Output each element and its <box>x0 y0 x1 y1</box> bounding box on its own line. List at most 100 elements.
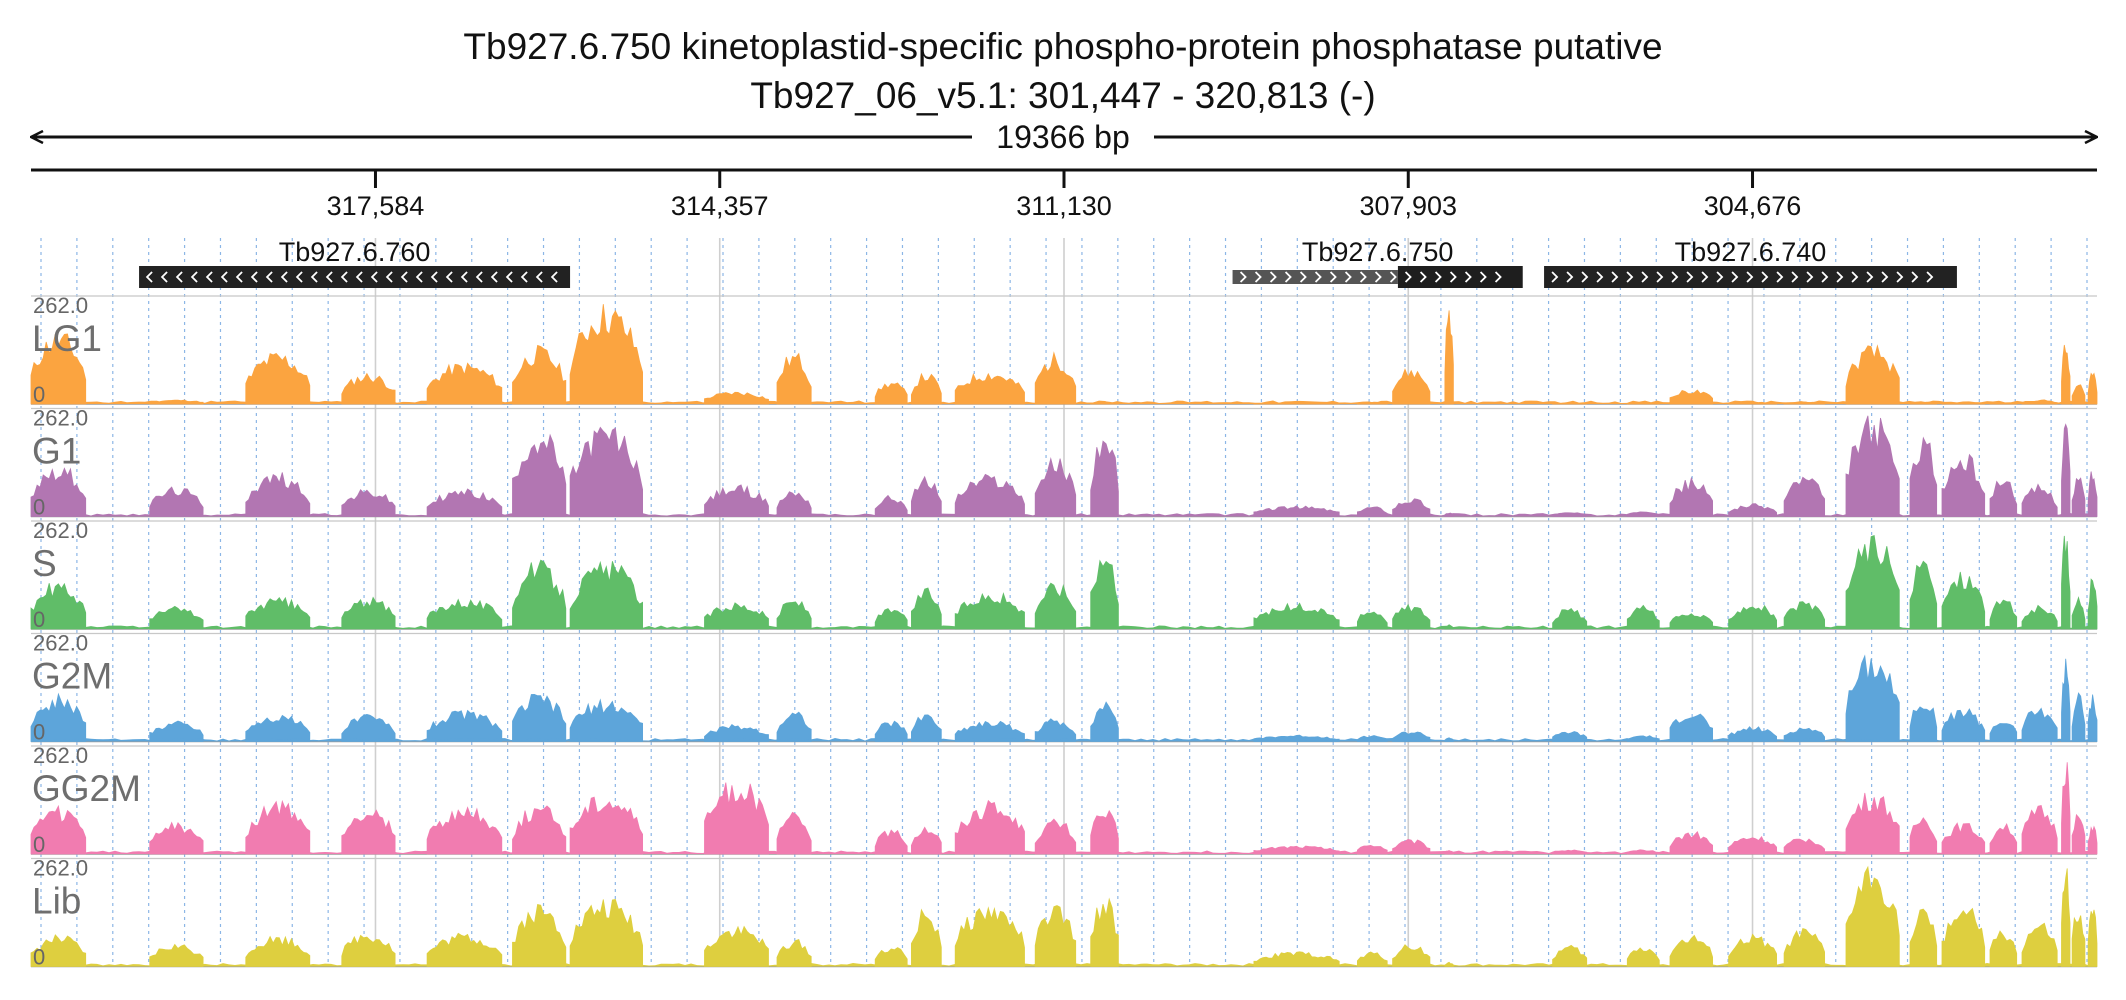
coverage-peak <box>954 799 1025 855</box>
coverage-peak <box>2061 535 2071 630</box>
coverage-peak <box>245 472 311 517</box>
coverage-peak <box>30 333 87 405</box>
gene-cds-box <box>1544 266 1957 288</box>
strand-chevron <box>520 271 528 283</box>
strand-chevron <box>205 271 213 283</box>
coverage-track-gg2m: 262.0 0 GG2M <box>30 743 2098 857</box>
chart-title: Tb927.6.750 kinetoplastid-specific phosp… <box>463 26 1663 67</box>
coverage-peak <box>704 724 769 742</box>
strand-chevron <box>280 271 288 283</box>
strand-chevron <box>340 271 348 283</box>
coverage-peak <box>569 698 644 742</box>
coverage-peak <box>1989 930 2018 967</box>
strand-chevron <box>400 271 408 283</box>
coverage-peak <box>2087 372 2098 405</box>
gene-feature[interactable]: Tb927.6.750 <box>1232 237 1523 288</box>
strand-chevron <box>1611 271 1619 283</box>
coverage-peak <box>2071 813 2086 855</box>
coverage-peak <box>874 608 908 630</box>
coverage-peak <box>1626 947 1660 967</box>
coverage-peak <box>1392 838 1431 855</box>
coverage-peak <box>704 602 769 630</box>
coverage-peak <box>1356 951 1388 967</box>
coverage-peak <box>2061 344 2071 405</box>
coverage-peak <box>776 491 812 517</box>
coverage-peak <box>1034 457 1077 517</box>
coverage-peak <box>426 806 503 855</box>
coverage-peak <box>1941 907 1986 967</box>
strand-chevron <box>1671 271 1679 283</box>
coverage-peak <box>1392 603 1431 630</box>
strand-chevron <box>460 271 468 283</box>
coverage-peak <box>512 344 567 405</box>
coverage-peak <box>1989 823 2018 855</box>
gene-cds-box <box>139 266 571 288</box>
coverage-peak <box>1090 701 1119 742</box>
axis-tick-label: 307,903 <box>1359 191 1457 221</box>
coverage-peak <box>1090 809 1119 855</box>
coverage-peak <box>2061 658 2071 742</box>
strand-chevron <box>1449 271 1457 283</box>
track-ymin-label: 0 <box>33 720 45 745</box>
strand-chevron <box>175 271 183 283</box>
coverage-peak <box>341 809 396 855</box>
coverage-peak <box>2087 578 2098 630</box>
coverage-peak <box>341 489 396 517</box>
coverage-peak <box>776 352 812 405</box>
track-ymin-label: 0 <box>33 945 45 970</box>
coverage-peak <box>1845 534 1900 630</box>
gene-annotation-track: Tb927.6.760 Tb927.6.750 Tb927.6.740 <box>139 237 1957 288</box>
chart-subtitle: Tb927_06_v5.1: 301,447 - 320,813 (-) <box>750 75 1376 116</box>
track-ymin-label: 0 <box>33 832 45 857</box>
coverage-peak <box>1626 604 1660 630</box>
coverage-peak <box>910 372 942 405</box>
coverage-peak <box>2021 604 2058 630</box>
coverage-peak <box>1909 706 1938 742</box>
gene-feature[interactable]: Tb927.6.760 <box>139 237 571 288</box>
coverage-peak <box>30 467 87 517</box>
strand-chevron <box>265 271 273 283</box>
coverage-peak <box>1989 480 2018 517</box>
coverage-peak <box>1253 602 1340 630</box>
strand-chevron <box>1299 271 1307 283</box>
coverage-background <box>31 625 2097 629</box>
coverage-peak <box>1392 944 1431 967</box>
coverage-peak <box>245 353 311 405</box>
coverage-background <box>31 850 2097 854</box>
coverage-peak <box>426 488 503 517</box>
coverage-peak <box>149 821 204 855</box>
gene-label: Tb927.6.760 <box>279 237 431 267</box>
strand-chevron <box>1686 271 1694 283</box>
strand-chevron <box>1494 271 1502 283</box>
coverage-peak <box>426 932 503 967</box>
coverage-track-lib: 262.0 0 Lib <box>30 856 2098 970</box>
coverage-peak <box>245 935 311 967</box>
strand-chevron <box>1239 271 1247 283</box>
coverage-peak <box>149 943 204 967</box>
coverage-peak <box>910 908 942 967</box>
strand-chevron <box>1389 271 1397 283</box>
gene-feature[interactable]: Tb927.6.740 <box>1544 237 1957 288</box>
strand-chevron <box>1821 271 1829 283</box>
track-ymin-label: 0 <box>33 495 45 520</box>
strand-chevron <box>535 271 543 283</box>
coverage-peak <box>2071 384 2086 405</box>
coverage-peak <box>426 709 503 742</box>
coverage-track-g1: 262.0 0 G1 <box>30 406 2098 520</box>
strand-chevron <box>1851 271 1859 283</box>
coverage-peak <box>776 811 812 855</box>
strand-chevron <box>1254 271 1262 283</box>
coverage-peak <box>2087 694 2098 742</box>
coverage-peak <box>2061 762 2071 855</box>
coverage-peak <box>874 494 908 517</box>
span-label-background <box>972 120 1154 154</box>
coverage-peak <box>910 475 942 517</box>
coverage-peak <box>2061 868 2071 967</box>
strand-chevron <box>1911 271 1919 283</box>
strand-chevron <box>415 271 423 283</box>
coverage-peak <box>149 605 204 630</box>
coverage-peak <box>1253 845 1340 855</box>
track-name-label: GG2M <box>32 768 141 809</box>
track-ymax-label: 262.0 <box>33 293 88 318</box>
strand-chevron <box>1896 271 1904 283</box>
